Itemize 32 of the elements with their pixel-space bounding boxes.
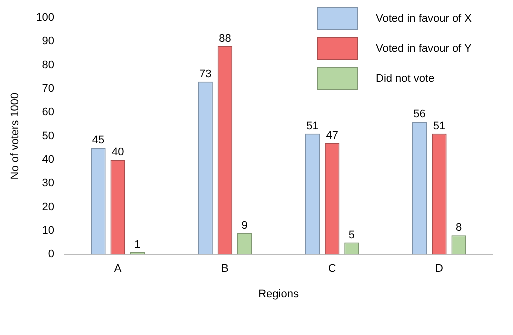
data-label: 5 — [348, 229, 356, 242]
data-label: 9 — [242, 220, 248, 232]
legend-label: Did not vote — [376, 73, 435, 86]
y-tick-label: 10 — [42, 224, 55, 237]
y-tick-label: 60 — [42, 106, 55, 119]
data-label: 40 — [112, 146, 124, 158]
y-tick-label: 100 — [36, 12, 55, 24]
data-label: 45 — [92, 134, 105, 147]
y-axis-title: No of voters 1000 — [10, 92, 22, 180]
y-tick-label: 70 — [42, 83, 55, 96]
data-label: 1 — [134, 238, 141, 251]
data-label: 51 — [306, 120, 319, 132]
x-tick-label: A — [114, 263, 122, 276]
x-tick-label: C — [328, 263, 336, 276]
y-tick-label: 20 — [42, 201, 55, 214]
y-tick-label: 30 — [42, 178, 55, 190]
legend-label: Voted in favour of X — [376, 13, 473, 26]
data-label: 51 — [433, 120, 446, 132]
y-tick-label: 80 — [42, 59, 55, 72]
legend-label: Voted in favour of Y — [376, 43, 472, 56]
x-tick-label: B — [222, 263, 229, 276]
x-tick-label: D — [435, 263, 444, 276]
x-axis-title: Regions — [258, 288, 300, 300]
data-label: 47 — [326, 130, 338, 142]
data-label: 56 — [414, 108, 426, 121]
y-tick-label: 90 — [42, 36, 55, 48]
data-label: 88 — [219, 32, 232, 45]
data-label: 73 — [199, 68, 212, 80]
data-label: 8 — [456, 222, 462, 234]
y-tick-label: 50 — [42, 130, 55, 142]
y-tick-label: 0 — [48, 248, 55, 261]
y-tick-label: 40 — [42, 154, 55, 166]
